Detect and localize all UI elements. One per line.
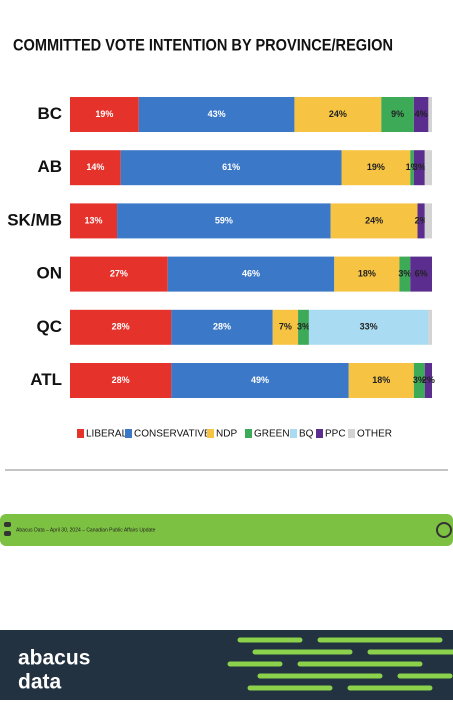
value-label: 4% — [415, 109, 428, 119]
bar-segment — [424, 203, 432, 239]
value-label: 24% — [329, 109, 347, 119]
legend-label: GREEN — [254, 429, 290, 440]
value-label: 13% — [85, 215, 103, 225]
legend-label: PPC — [325, 429, 346, 440]
value-label: 33% — [360, 322, 378, 332]
value-label: 14% — [86, 162, 104, 172]
bar-segment — [70, 97, 139, 132]
value-label: 6% — [415, 268, 428, 278]
logo: abacus — [18, 647, 90, 670]
footer-icon — [4, 522, 11, 527]
value-label: 3% — [297, 322, 310, 332]
bar-segment — [381, 97, 414, 132]
value-label: 24% — [365, 215, 383, 225]
bar-segment — [298, 309, 309, 345]
category-label: AB — [37, 157, 62, 176]
value-label: 9% — [391, 109, 404, 119]
bar-segment — [399, 256, 411, 292]
value-label: 28% — [112, 375, 130, 385]
value-label: 7% — [279, 322, 292, 332]
bar-segment — [70, 203, 118, 239]
value-label: 19% — [95, 109, 113, 119]
value-label: 28% — [213, 322, 231, 332]
category-label: QC — [37, 317, 63, 336]
value-label: 61% — [222, 162, 240, 172]
bar-segment — [167, 256, 335, 292]
bar-segment — [410, 256, 432, 292]
value-label: 2% — [415, 215, 428, 225]
bar-segment — [341, 150, 411, 186]
value-label: 18% — [358, 268, 376, 278]
bar-segment — [272, 309, 299, 345]
value-label: 2% — [422, 375, 435, 385]
legend-swatch — [125, 429, 132, 438]
value-label: 27% — [110, 268, 128, 278]
value-label: 59% — [215, 215, 233, 225]
bar-segment — [117, 203, 331, 239]
category-label: BC — [37, 104, 62, 123]
legend-swatch — [245, 429, 252, 438]
value-label: 43% — [208, 109, 226, 119]
bar-segment — [413, 97, 429, 132]
footer-bar — [0, 514, 453, 546]
bar-segment — [171, 363, 349, 398]
bar-segment — [330, 203, 418, 239]
bar-segment — [417, 203, 425, 239]
legend-swatch — [207, 429, 214, 438]
category-label: ON — [37, 264, 63, 283]
value-label: 3% — [398, 268, 411, 278]
bar-segment — [348, 363, 414, 398]
footer-icon — [4, 531, 11, 536]
value-label: 19% — [367, 162, 385, 172]
value-label: 3% — [413, 375, 426, 385]
bar-segment — [70, 256, 168, 292]
value-label: 18% — [372, 375, 390, 385]
bar-segment — [70, 150, 121, 186]
legend-swatch — [348, 429, 355, 438]
bar-segment — [138, 97, 295, 132]
legend-swatch — [77, 429, 84, 438]
legend-swatch — [290, 429, 297, 438]
bar-segment — [70, 309, 172, 345]
bar-segment — [428, 309, 432, 345]
legend-label: CONSERVATIVE — [134, 429, 211, 440]
legend-label: BQ — [299, 429, 314, 440]
category-label: ATL — [30, 370, 62, 389]
value-label: 1% — [406, 162, 419, 172]
footer-note: Abacus Data – April 30, 2024 – Canadian … — [16, 527, 156, 533]
footer-icon — [436, 522, 452, 538]
bar-segment — [308, 309, 429, 345]
decor — [227, 637, 453, 691]
category-label: SK/MB — [7, 210, 62, 229]
bar-segment — [413, 363, 425, 398]
bar-segment — [428, 97, 432, 132]
chart-title: COMMITTED VOTE INTENTION BY PROVINCE/REG… — [13, 35, 393, 54]
legend-swatch — [316, 429, 323, 438]
value-label: 49% — [251, 375, 269, 385]
bar-segment — [413, 150, 425, 186]
value-label: 3% — [413, 162, 426, 172]
value-label: 28% — [112, 322, 130, 332]
legend-label: NDP — [216, 429, 237, 440]
logo: data — [18, 671, 62, 694]
bar-segment — [334, 256, 400, 292]
bar-segment — [424, 363, 432, 398]
bar-segment — [424, 150, 432, 186]
bar-segment — [171, 309, 273, 345]
bar-segment — [294, 97, 382, 132]
bar-segment — [410, 150, 414, 186]
value-label: 46% — [242, 268, 260, 278]
bar-segment — [120, 150, 342, 186]
legend-label: OTHER — [357, 429, 392, 440]
bar-segment — [70, 363, 172, 398]
legend-label: LIBERAL — [86, 429, 128, 440]
